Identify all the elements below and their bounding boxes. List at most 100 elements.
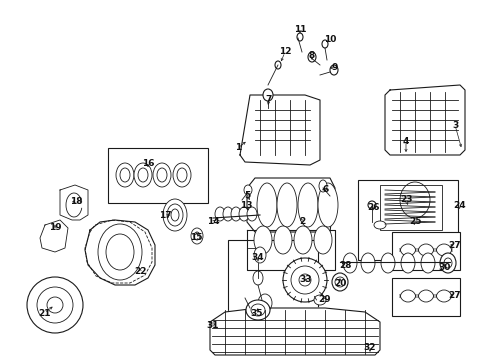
Text: 5: 5 <box>244 192 250 201</box>
Text: 27: 27 <box>449 240 461 249</box>
Text: 4: 4 <box>403 136 409 145</box>
Text: 29: 29 <box>318 296 331 305</box>
Bar <box>392 232 460 270</box>
Ellipse shape <box>215 207 225 221</box>
Ellipse shape <box>194 232 200 240</box>
Ellipse shape <box>444 258 452 268</box>
Ellipse shape <box>343 253 357 273</box>
Ellipse shape <box>244 185 252 195</box>
Ellipse shape <box>319 180 327 192</box>
Text: 34: 34 <box>252 253 264 262</box>
Circle shape <box>291 266 319 294</box>
Ellipse shape <box>297 33 303 41</box>
Bar <box>392 278 460 316</box>
Ellipse shape <box>421 253 435 273</box>
Polygon shape <box>385 85 465 155</box>
Text: 35: 35 <box>251 309 263 318</box>
Bar <box>108 148 208 203</box>
Ellipse shape <box>332 273 348 291</box>
Ellipse shape <box>153 163 171 187</box>
Ellipse shape <box>177 168 187 182</box>
Ellipse shape <box>322 40 328 48</box>
Text: 7: 7 <box>266 95 272 104</box>
Ellipse shape <box>191 228 203 244</box>
Text: 2: 2 <box>299 217 305 226</box>
Text: 1: 1 <box>235 144 241 153</box>
Ellipse shape <box>314 295 326 305</box>
Text: 27: 27 <box>449 291 461 300</box>
Polygon shape <box>60 185 88 220</box>
Text: 3: 3 <box>452 121 458 130</box>
Ellipse shape <box>106 234 134 270</box>
Ellipse shape <box>247 207 257 221</box>
Polygon shape <box>210 308 380 355</box>
Ellipse shape <box>314 226 332 254</box>
Circle shape <box>299 274 311 286</box>
Circle shape <box>47 297 63 313</box>
Text: 28: 28 <box>339 261 351 270</box>
Ellipse shape <box>361 253 375 273</box>
Ellipse shape <box>246 300 270 320</box>
Ellipse shape <box>251 304 265 316</box>
Ellipse shape <box>254 247 266 263</box>
Ellipse shape <box>257 183 277 227</box>
Polygon shape <box>247 178 335 232</box>
Ellipse shape <box>263 89 273 101</box>
Ellipse shape <box>134 163 152 187</box>
Text: 26: 26 <box>367 202 379 211</box>
Ellipse shape <box>277 183 297 227</box>
Text: 20: 20 <box>334 279 346 288</box>
Ellipse shape <box>308 52 316 62</box>
Ellipse shape <box>157 168 167 182</box>
Text: 16: 16 <box>142 158 154 167</box>
Ellipse shape <box>368 201 376 209</box>
Text: 17: 17 <box>159 211 171 220</box>
Ellipse shape <box>318 183 338 227</box>
Text: 13: 13 <box>240 202 252 211</box>
Bar <box>380 185 442 230</box>
Polygon shape <box>247 230 335 270</box>
Text: 33: 33 <box>300 275 312 284</box>
Text: 22: 22 <box>134 267 146 276</box>
Circle shape <box>283 258 327 302</box>
Ellipse shape <box>275 61 281 69</box>
Text: 12: 12 <box>279 48 291 57</box>
Text: 24: 24 <box>454 201 466 210</box>
Ellipse shape <box>116 163 134 187</box>
Ellipse shape <box>274 226 292 254</box>
Ellipse shape <box>381 253 395 273</box>
Bar <box>228 240 318 325</box>
Ellipse shape <box>173 163 191 187</box>
Circle shape <box>27 277 83 333</box>
Bar <box>358 180 458 260</box>
Text: 30: 30 <box>439 264 451 273</box>
Text: 11: 11 <box>294 26 306 35</box>
Ellipse shape <box>330 65 338 75</box>
Ellipse shape <box>258 294 272 312</box>
Ellipse shape <box>253 271 263 285</box>
Text: 15: 15 <box>190 233 202 242</box>
Text: 14: 14 <box>207 217 220 226</box>
Ellipse shape <box>294 226 312 254</box>
Ellipse shape <box>167 204 183 226</box>
Ellipse shape <box>239 207 249 221</box>
Text: 10: 10 <box>324 36 336 45</box>
Text: 18: 18 <box>70 197 82 206</box>
Text: 31: 31 <box>207 320 219 329</box>
Polygon shape <box>240 95 320 165</box>
Ellipse shape <box>171 209 179 221</box>
Polygon shape <box>40 220 68 252</box>
Text: 23: 23 <box>400 195 412 204</box>
Text: 6: 6 <box>323 184 329 194</box>
Ellipse shape <box>98 224 142 280</box>
Ellipse shape <box>163 199 187 231</box>
Ellipse shape <box>440 253 456 273</box>
Circle shape <box>37 287 73 323</box>
Ellipse shape <box>138 168 148 182</box>
Text: 25: 25 <box>409 217 421 226</box>
Text: 8: 8 <box>309 50 315 59</box>
Ellipse shape <box>231 207 241 221</box>
Ellipse shape <box>335 277 345 287</box>
Text: 19: 19 <box>49 224 61 233</box>
Ellipse shape <box>120 168 130 182</box>
